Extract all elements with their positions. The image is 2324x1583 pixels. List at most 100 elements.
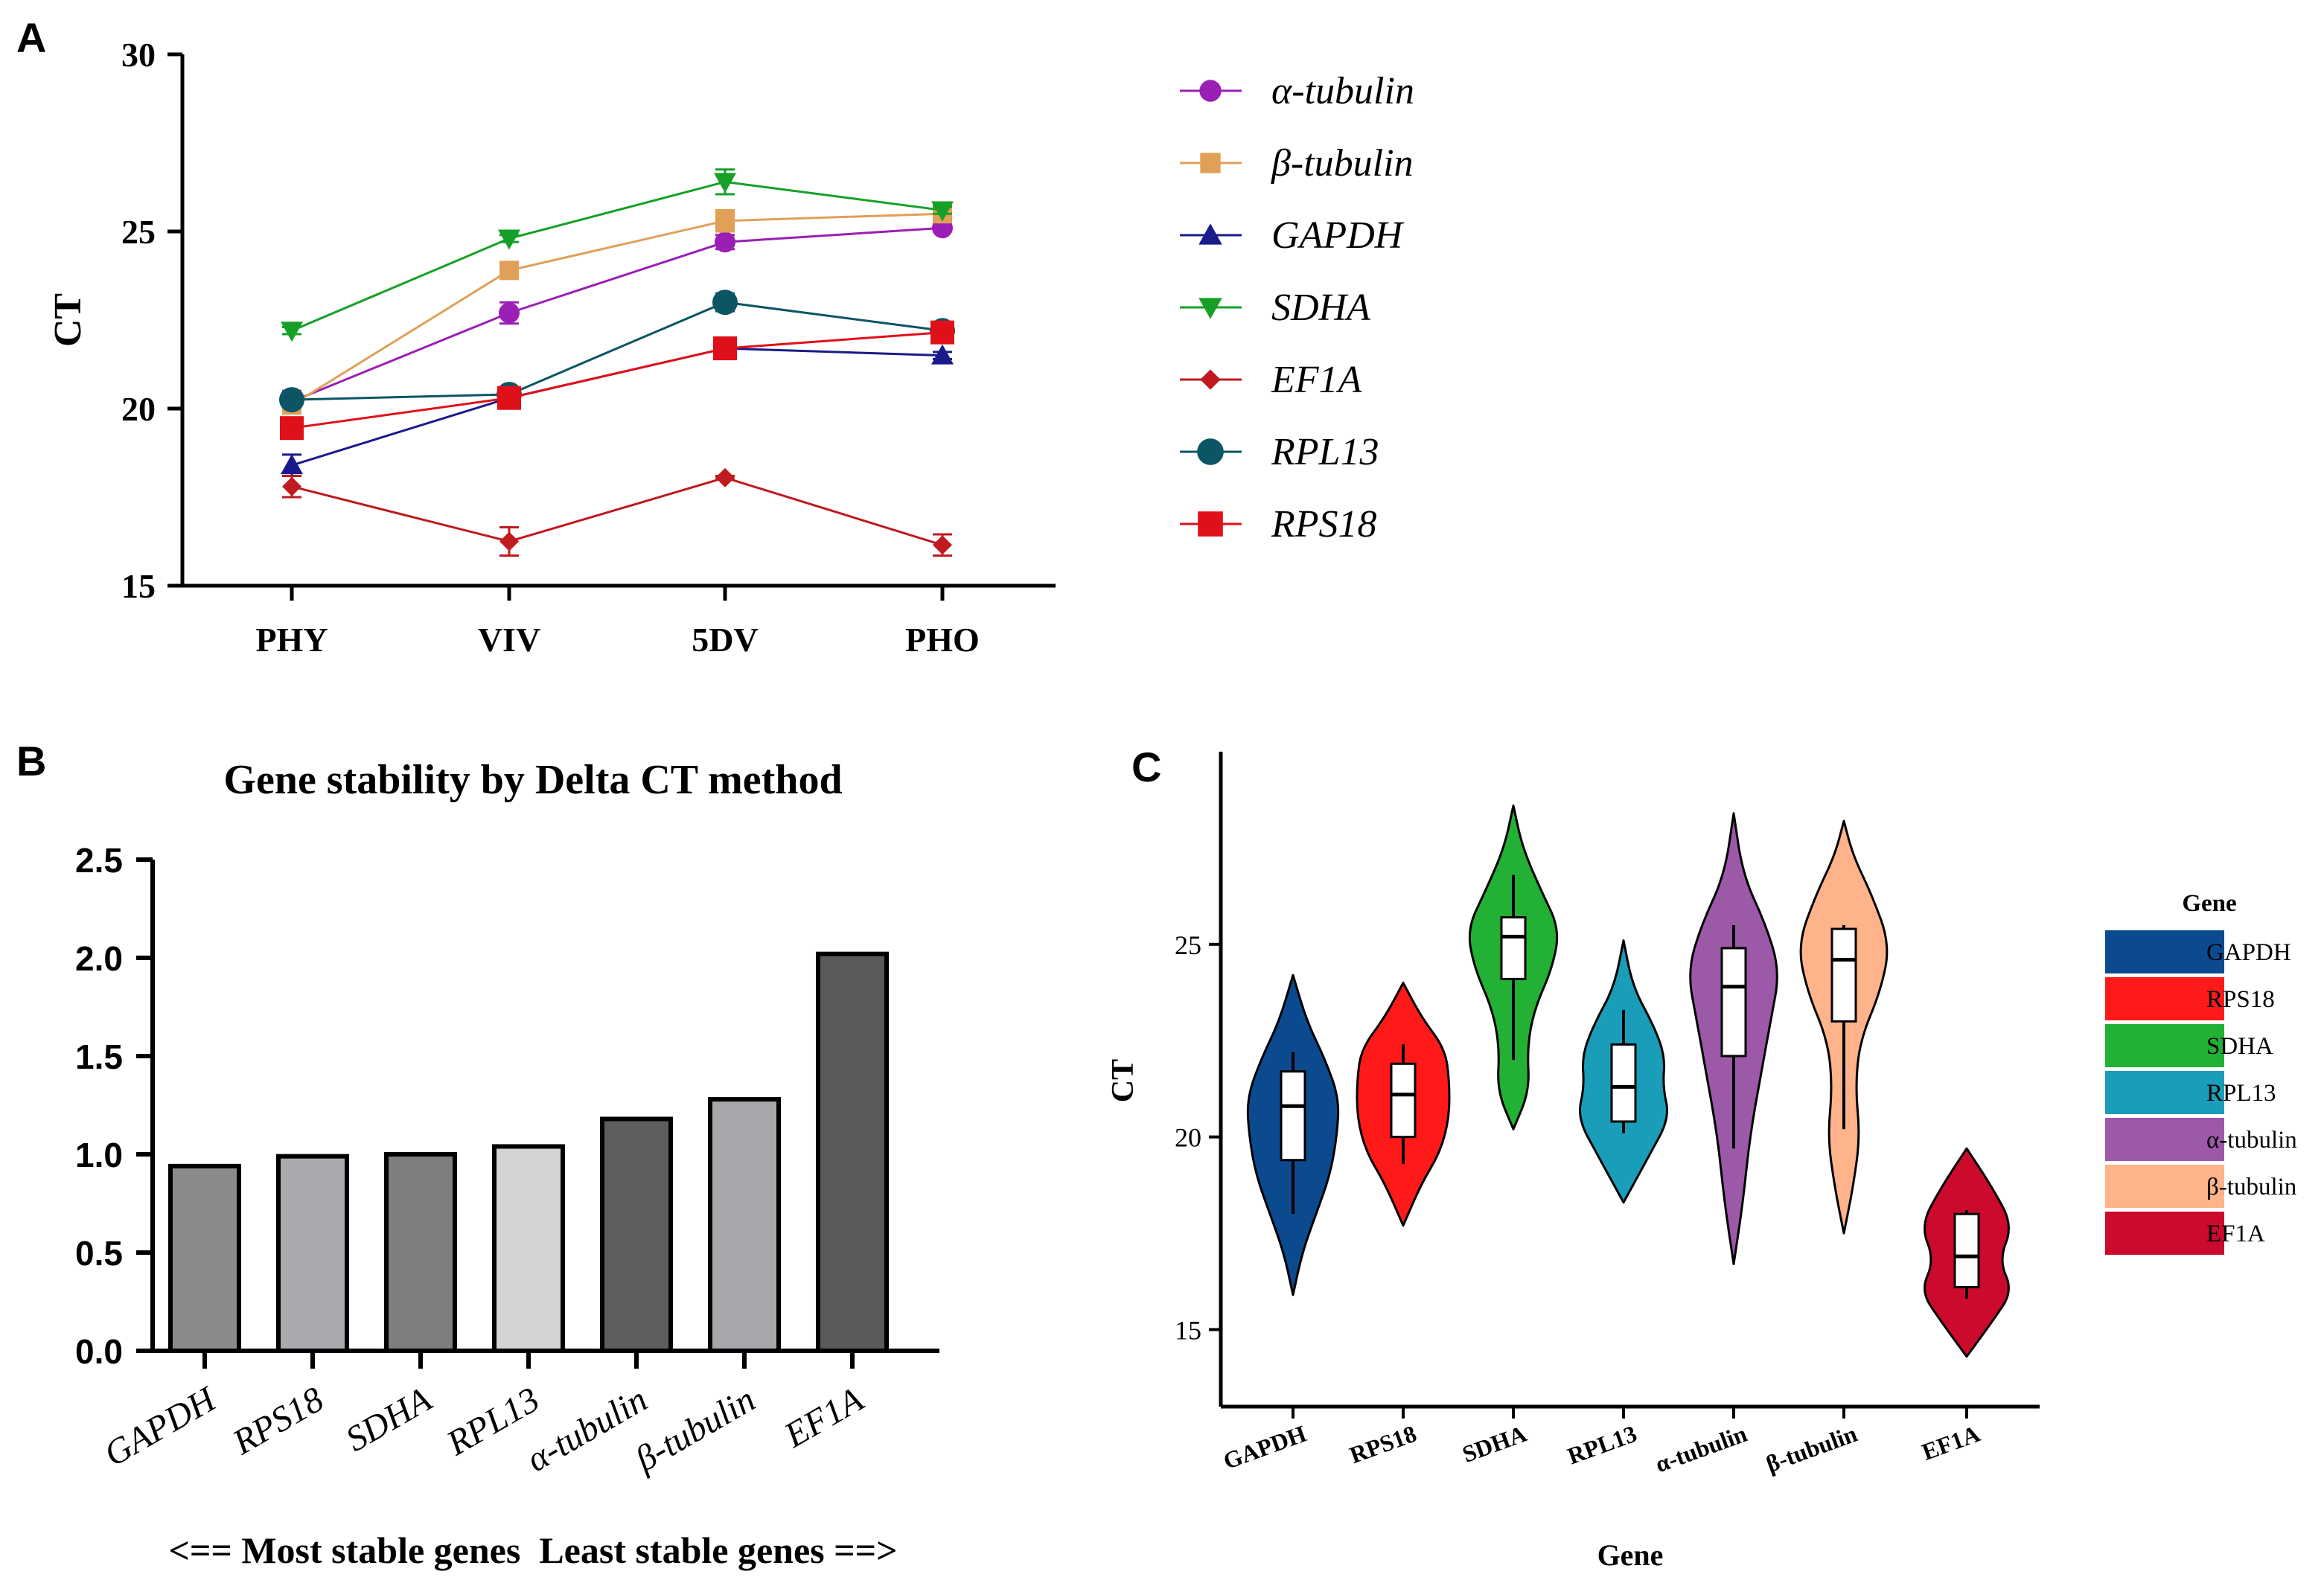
legend-swatch (2105, 1118, 2224, 1161)
x-tick-label: EF1A (1918, 1420, 1983, 1465)
legend-label: RPL13 (2206, 1080, 2276, 1107)
data-point (931, 201, 954, 222)
x-tick-label: β-tubulin (628, 1380, 762, 1480)
data-point (933, 535, 952, 555)
legend-swatch (2105, 977, 2224, 1020)
data-point (1198, 223, 1222, 245)
legend-item-alpha-tubulin: α-tubulin (1180, 70, 1414, 112)
legend-item-rps18: RPS18 (1180, 503, 1377, 546)
data-point (499, 260, 519, 281)
bar-rpl13 (492, 1144, 565, 1353)
data-point (499, 531, 519, 551)
y-tick-label: 0.0 (75, 1332, 123, 1371)
data-point (281, 322, 303, 342)
data-point (713, 336, 737, 361)
data-point (281, 454, 303, 475)
legend-item-rpl13: RPL13 (2105, 1071, 2276, 1114)
legend-item-sdha: SDHA (1180, 287, 1370, 329)
legend-label: EF1A (2206, 1221, 2265, 1247)
panel-c-legend: Gene GAPDH RPS18 SDHA RPL13 α-tubulin β-tubuli… (2105, 890, 2297, 1255)
data-point (1197, 438, 1224, 465)
x-tick-label: EF1A (777, 1379, 870, 1456)
bar-gapdh (168, 1163, 241, 1353)
x-axis-label: Gene (1597, 1538, 1664, 1572)
x-tick-label: GAPDH (1220, 1420, 1310, 1474)
data-point (499, 302, 520, 324)
x-tick-label: RPL13 (1564, 1420, 1641, 1470)
y-tick-label: 1.0 (75, 1136, 123, 1174)
y-tick-label: 2.0 (75, 939, 123, 978)
legend-item-alpha-tubulin: α-tubulin (2105, 1118, 2297, 1161)
legend-label: α-tubulin (2206, 1127, 2297, 1154)
data-point (1200, 153, 1221, 173)
panel-c-axes: 15 20 25 CT GAPDH RPS18 SDHA RPL13 α-tubulin β-tu… (1106, 752, 2040, 1572)
legend-swatch (2105, 1165, 2224, 1208)
x-tick-label: β-tubulin (1763, 1420, 1861, 1477)
x-tick-label: VIV (478, 621, 540, 659)
bar-alpha-tubulin (600, 1116, 673, 1353)
violin-rpl13 (1578, 939, 1669, 1204)
legend-label: GAPDH (1271, 214, 1405, 257)
data-point (280, 416, 304, 441)
data-point (498, 229, 520, 250)
series-gapdh (281, 336, 954, 477)
violin-rps18 (1356, 982, 1451, 1227)
y-tick-label: 20 (121, 390, 156, 428)
series-line-rps18 (291, 331, 943, 429)
legend-label: GAPDH (2206, 939, 2291, 966)
y-tick-label: 15 (121, 567, 156, 605)
panel-b-title: Gene stability by Delta CT method (223, 757, 842, 803)
y-tick-label: 1.5 (75, 1037, 123, 1076)
legend-item-rps18: RPS18 (2105, 977, 2275, 1020)
bar-ef1a (816, 951, 889, 1353)
x-tick-label: α-tubulin (520, 1380, 654, 1480)
data-point (715, 231, 735, 253)
legend-swatch (2105, 1071, 2224, 1114)
y-axis-label: CT (1106, 1059, 1140, 1102)
iqr-box (1500, 916, 1527, 980)
y-tick-label: 25 (121, 213, 156, 251)
series-line-alpha-tubulin (291, 226, 943, 403)
legend-item-sdha: SDHA (2105, 1024, 2273, 1067)
violin-ef1a (1924, 1147, 2010, 1358)
panel-a-line-chart: A 15 20 25 30 PHY VIV 5DV PHO CT α-tubulin β-tubu… (16, 14, 1414, 659)
legend-item-ef1a: EF1A (2105, 1212, 2265, 1255)
panel-a-axes: 15 20 25 30 PHY VIV 5DV PHO CT (47, 36, 1056, 659)
y-axis-label: CT (47, 293, 89, 347)
y-tick-label: 15 (1175, 1315, 1201, 1345)
legend-item-gapdh: GAPDH (2105, 930, 2291, 973)
series-sdha (281, 168, 954, 342)
series-line-gapdh (291, 347, 943, 467)
data-point (931, 344, 954, 365)
legend-label: β-tubulin (1271, 142, 1414, 185)
panel-a-series (279, 168, 955, 557)
series-beta-tubulin (282, 204, 952, 415)
data-point (1200, 369, 1221, 390)
data-point (1199, 80, 1222, 102)
series-line-sdha (291, 180, 943, 332)
x-tick-label: 5DV (692, 621, 758, 659)
bar-rps18 (276, 1154, 349, 1353)
legend-label: α-tubulin (1271, 70, 1414, 112)
y-tick-label: 0.5 (75, 1234, 123, 1273)
bar-beta-tubulin (708, 1097, 781, 1353)
data-point (1198, 298, 1222, 319)
legend-label: RPS18 (1271, 503, 1377, 546)
legend-title: Gene (2182, 890, 2236, 917)
x-tick-label: GAPDH (98, 1378, 223, 1474)
series-line-rpl13 (291, 301, 943, 401)
panel-c-letter: C (1131, 743, 1161, 790)
panel-b-bar-chart: B Gene stability by Delta CT method 0.0 0… (16, 738, 939, 1571)
x-tick-label: PHO (905, 621, 980, 659)
legend-label: RPS18 (2206, 986, 2275, 1013)
y-tick-label: 2.5 (75, 841, 123, 880)
legend-label: SDHA (1271, 287, 1370, 329)
legend-label: EF1A (1271, 359, 1362, 401)
data-point (282, 476, 301, 496)
x-tick-label: SDHA (339, 1379, 438, 1459)
legend-label: SDHA (2206, 1033, 2273, 1060)
series-line-beta-tubulin (291, 212, 943, 406)
x-tick-label: α-tubulin (1652, 1420, 1751, 1478)
